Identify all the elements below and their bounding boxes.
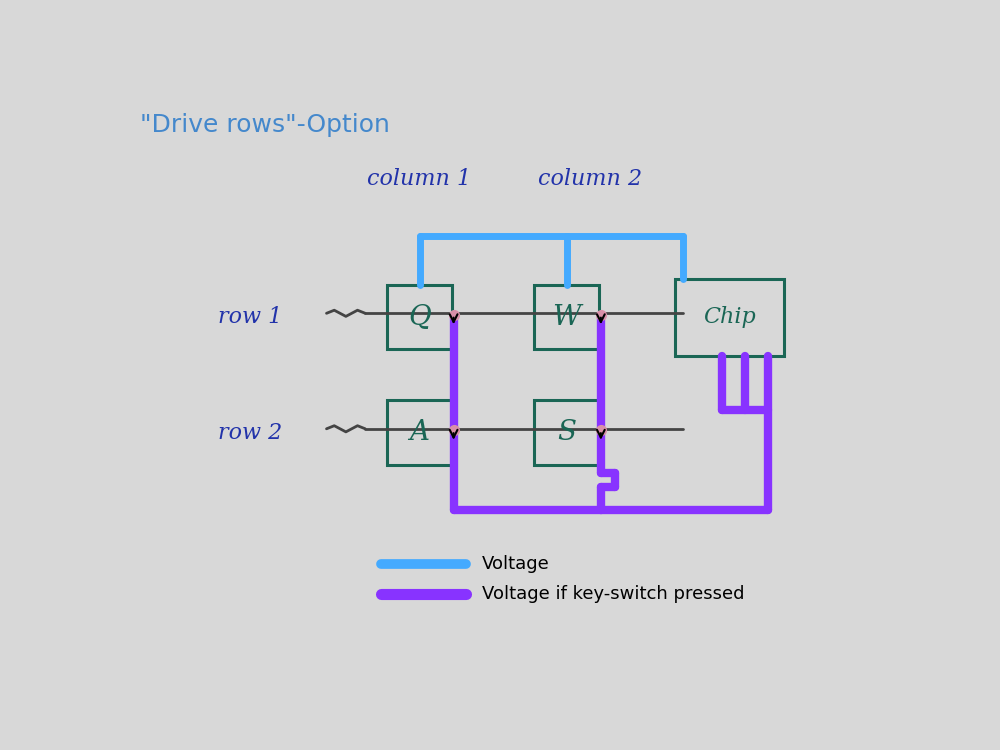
Text: Voltage: Voltage	[482, 554, 549, 572]
Text: row 1: row 1	[218, 306, 282, 328]
Bar	[675, 279, 784, 356]
Text: Chip: Chip	[703, 306, 756, 328]
Text: "Drive rows"-Option: "Drive rows"-Option	[140, 113, 390, 137]
Text: Voltage if key-switch pressed: Voltage if key-switch pressed	[482, 585, 744, 603]
Text: column 2: column 2	[538, 167, 642, 190]
Text: S: S	[557, 419, 576, 446]
Text: column 1: column 1	[367, 167, 472, 190]
Text: Q: Q	[408, 304, 431, 331]
Bar	[387, 400, 452, 465]
Bar	[534, 285, 599, 350]
Bar	[387, 285, 452, 350]
Text: W: W	[552, 304, 581, 331]
Text: A: A	[410, 419, 430, 446]
Text: row 2: row 2	[218, 422, 282, 444]
Bar	[534, 400, 599, 465]
